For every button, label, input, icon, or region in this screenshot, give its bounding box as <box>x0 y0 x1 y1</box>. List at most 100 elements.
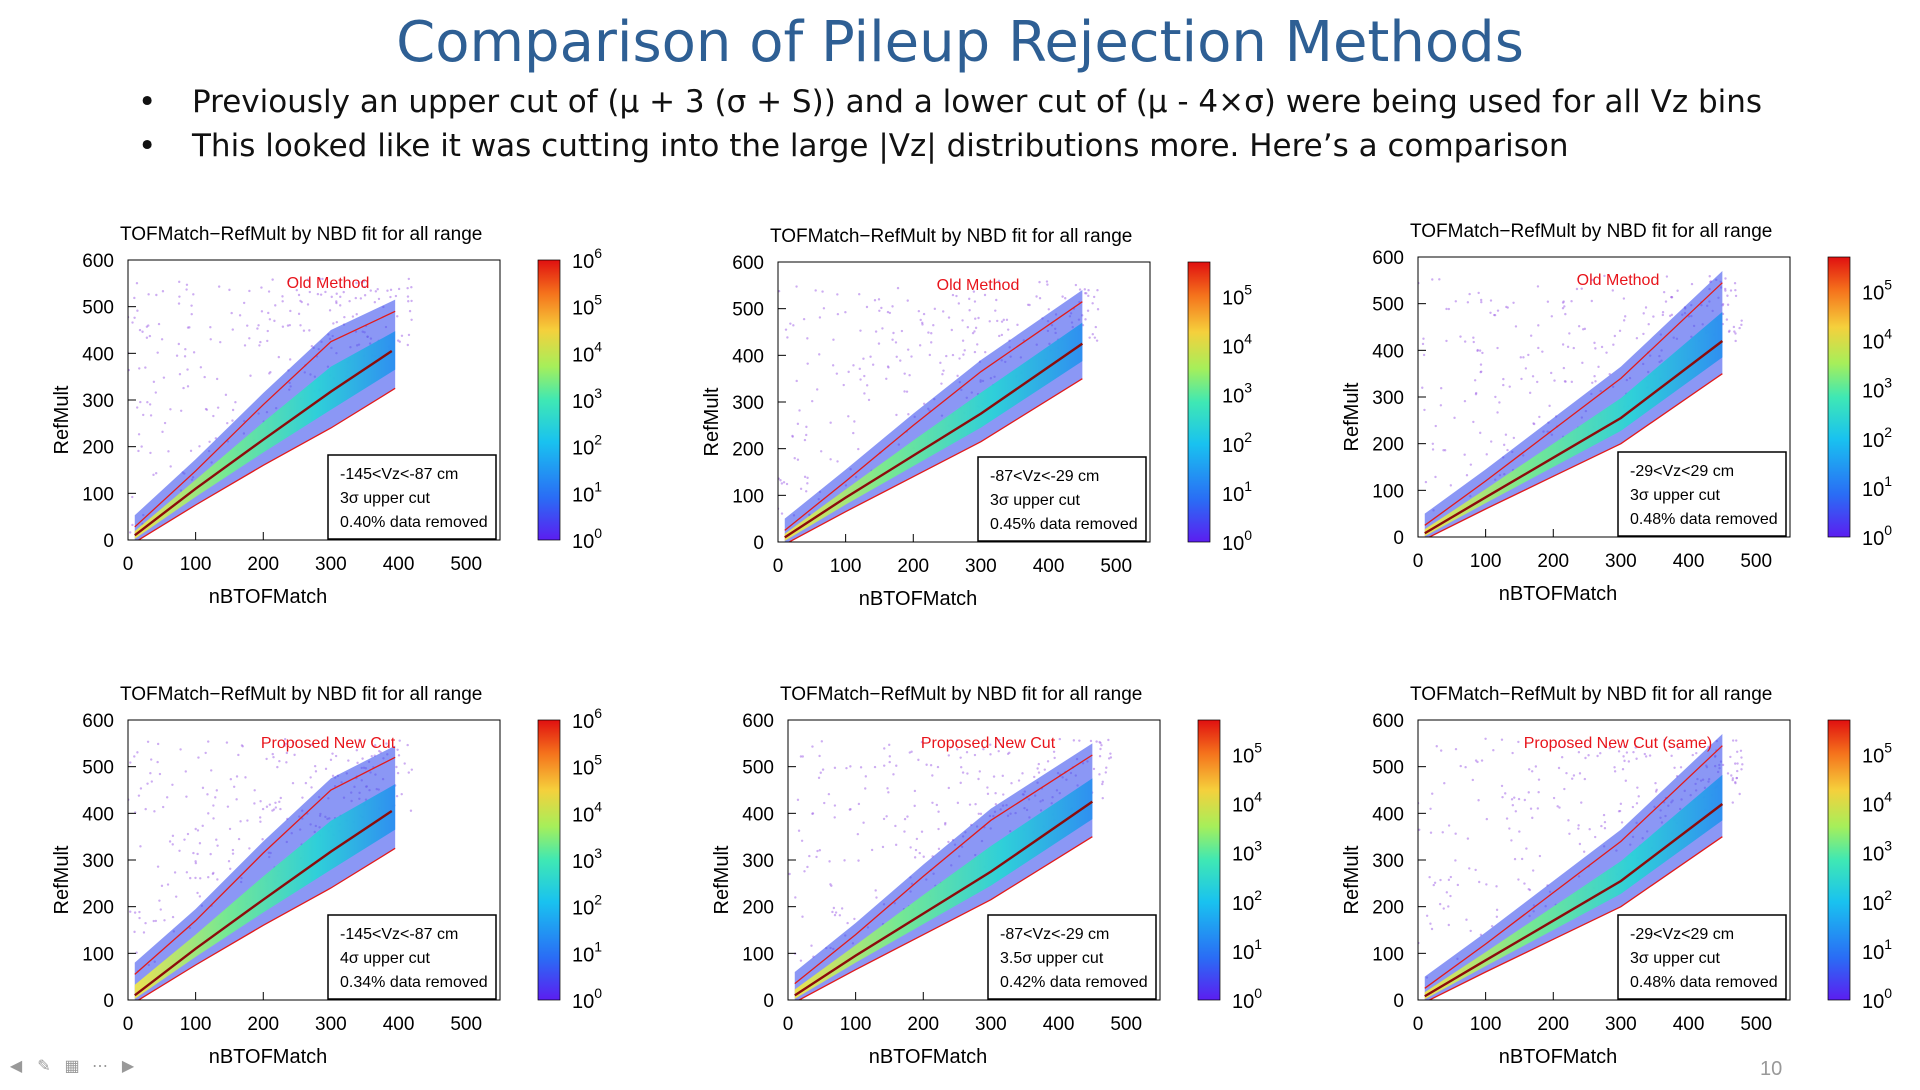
scatter-point <box>973 300 977 303</box>
scatter-point <box>832 906 836 910</box>
colorbar-tick-label: 105 <box>572 292 602 320</box>
scatter-point <box>1086 309 1090 312</box>
scatter-point <box>243 344 247 347</box>
scatter-point <box>997 279 1001 283</box>
more-options-icon[interactable]: ⋯ <box>92 1058 108 1075</box>
colorbar-tick-label: 104 <box>1222 331 1252 359</box>
scatter-point <box>230 311 233 315</box>
scatter-point <box>1517 797 1521 801</box>
scatter-point <box>1423 408 1426 412</box>
scatter-point <box>1431 792 1434 795</box>
x-tick-label: 100 <box>180 554 212 575</box>
scatter-point <box>1447 307 1451 311</box>
scatter-point <box>1472 420 1475 424</box>
scatter-point <box>389 295 392 299</box>
scatter-point <box>1571 777 1574 780</box>
colorbar-tick-base: 10 <box>1862 745 1884 767</box>
scatter-point <box>881 845 885 849</box>
scatter-point <box>1623 744 1626 748</box>
scatter-point <box>1631 805 1635 809</box>
scatter-point <box>1534 765 1538 768</box>
y-tick-label: 400 <box>1372 804 1404 825</box>
x-tick-label: 200 <box>247 1014 279 1035</box>
scatter-point <box>849 808 852 811</box>
scatter-point <box>212 804 215 807</box>
scatter-point <box>1524 367 1528 370</box>
scatter-point <box>1584 756 1587 760</box>
scatter-point <box>947 754 951 757</box>
scatter-point <box>1480 300 1483 304</box>
scatter-point <box>910 355 913 358</box>
plot-area <box>1418 271 1743 537</box>
scatter-point <box>794 896 797 899</box>
scatter-point <box>163 421 167 425</box>
scatter-point <box>182 386 185 390</box>
scatter-point <box>1519 356 1522 359</box>
scatter-point <box>128 531 132 534</box>
scatter-point <box>913 789 917 793</box>
scatter-point <box>942 369 945 372</box>
colorbar-tick-base: 10 <box>572 711 594 733</box>
colorbar-tick-exponent: 2 <box>1884 887 1892 903</box>
scatter-point <box>797 829 801 832</box>
legend-line: 0.48% data removed <box>1630 511 1778 528</box>
scatter-point <box>1445 891 1449 894</box>
colorbar-tick-label: 103 <box>572 845 602 873</box>
scatter-point <box>1479 298 1483 302</box>
scatter-point <box>1568 332 1571 335</box>
scatter-point <box>1564 380 1567 383</box>
colorbar-tick-base: 10 <box>1232 942 1254 964</box>
scatter-point <box>982 748 985 751</box>
scatter-point <box>1468 867 1471 870</box>
scatter-point <box>329 758 333 762</box>
scatter-point <box>1096 308 1100 311</box>
scatter-point <box>266 329 269 333</box>
scatter-point <box>862 821 865 824</box>
scatter-point <box>947 840 950 844</box>
scatter-point <box>131 321 134 324</box>
colorbar-tick-exponent: 5 <box>1884 739 1892 755</box>
scatter-point <box>410 318 413 321</box>
y-tick-label: 100 <box>82 484 114 505</box>
scatter-point <box>819 450 823 453</box>
method-annotation: Old Method <box>1577 272 1660 289</box>
colorbar-tick-exponent: 2 <box>1254 887 1262 903</box>
scatter-point <box>1677 747 1680 750</box>
scatter-point <box>376 288 379 291</box>
scatter-point <box>1664 300 1668 303</box>
colorbar-tick-label: 100 <box>1222 527 1252 555</box>
scatter-point <box>394 294 398 298</box>
pen-icon[interactable]: ✎ <box>37 1058 51 1075</box>
legend-line: -145<Vz<-87 cm <box>340 926 458 943</box>
scatter-point <box>1731 739 1735 742</box>
x-tick-label: 400 <box>383 554 415 575</box>
scatter-point <box>1625 751 1629 754</box>
scatter-point <box>1421 386 1424 389</box>
scatter-point <box>1695 751 1698 755</box>
scatter-point <box>957 302 961 305</box>
scatter-point <box>1537 346 1540 350</box>
scatter-point <box>803 475 807 479</box>
scatter-point <box>133 911 137 914</box>
y-tick-label: 100 <box>1372 944 1404 965</box>
forward-arrow-icon[interactable]: ▶ <box>121 1058 135 1075</box>
scatter-point <box>1432 883 1435 887</box>
scatter-point <box>167 450 170 453</box>
scatter-point <box>961 339 965 342</box>
scatter-point <box>203 375 206 379</box>
scatter-point <box>154 471 158 475</box>
slide-grid-icon[interactable]: ▦ <box>64 1058 80 1075</box>
scatter-point <box>1084 291 1087 295</box>
scatter-point <box>149 414 153 417</box>
lower-cut-curve <box>787 378 1083 542</box>
scatter-point <box>400 792 403 796</box>
scatter-point <box>185 288 188 291</box>
scatter-point <box>947 786 951 790</box>
scatter-point <box>285 761 288 764</box>
colorbar-tick-label: 104 <box>1232 789 1262 817</box>
scatter-point <box>1098 773 1101 776</box>
scatter-point <box>197 756 200 759</box>
x-tick-label: 400 <box>1043 1014 1075 1035</box>
y-tick-label: 200 <box>732 440 764 461</box>
back-arrow-icon[interactable]: ◀ <box>9 1058 23 1075</box>
